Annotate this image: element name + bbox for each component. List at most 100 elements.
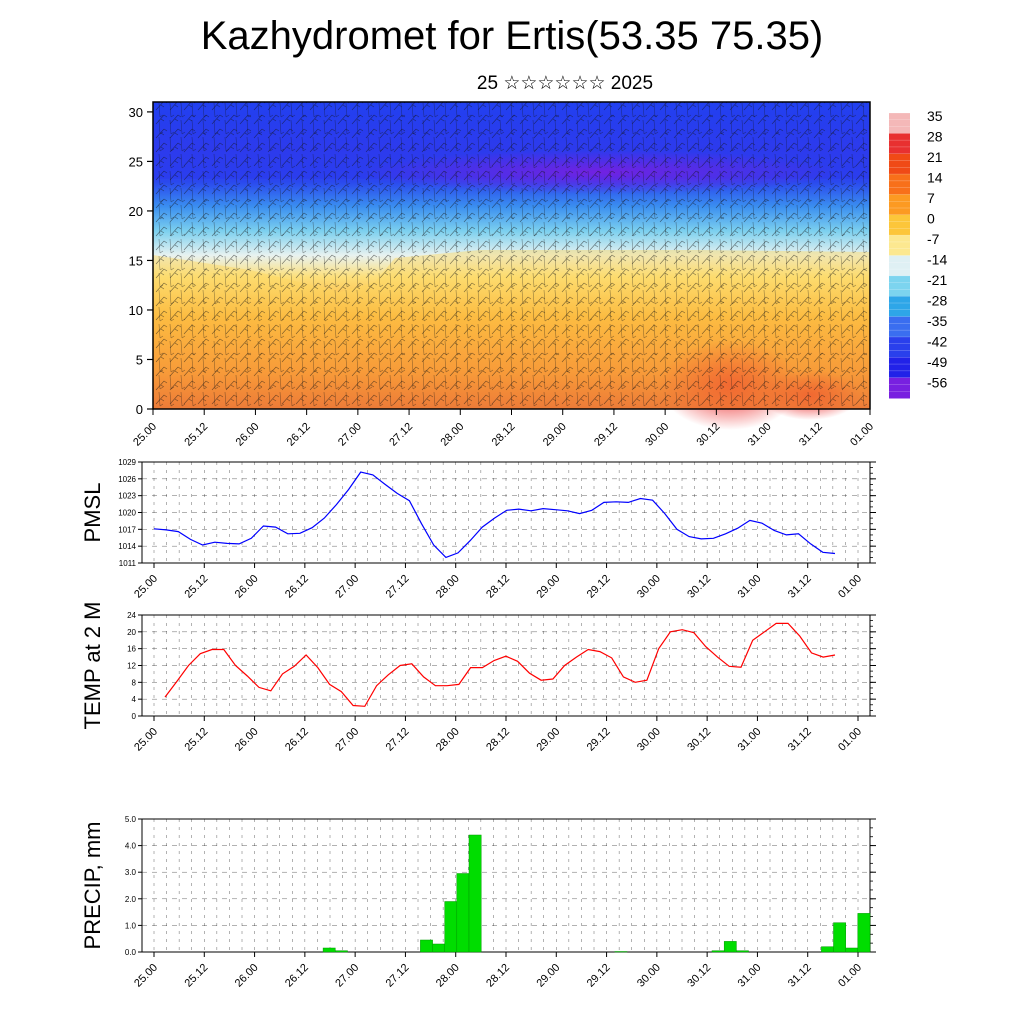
colorbar-segment bbox=[889, 296, 910, 318]
xtick-label: 28.00 bbox=[434, 726, 462, 754]
colorbar-label: -7 bbox=[927, 231, 940, 247]
xtick-label: 25.00 bbox=[132, 962, 160, 990]
xtick-label: 01.00 bbox=[836, 962, 864, 990]
heatmap-ytick-label: 5 bbox=[136, 352, 143, 367]
ytick-label: 1029 bbox=[118, 458, 136, 467]
colorbar-segment bbox=[889, 316, 910, 338]
precip-bar bbox=[468, 834, 482, 953]
precip-bar bbox=[833, 922, 846, 953]
ytick-label: 1020 bbox=[118, 509, 136, 518]
ytick-label: 1017 bbox=[118, 525, 136, 534]
heatmap-xtick-label: 28.12 bbox=[490, 421, 518, 449]
heatmap-xtick-label: 26.00 bbox=[234, 421, 262, 449]
heatmap-xtick-label: 27.00 bbox=[336, 421, 364, 449]
ytick-label: 5.0 bbox=[125, 815, 137, 824]
heatmap-ytick-label: 30 bbox=[129, 105, 143, 120]
chart-subtitle: 25 ☆☆☆☆☆☆ 2025 bbox=[476, 73, 654, 94]
xtick-label: 25.12 bbox=[182, 726, 210, 754]
colorbar-label: 7 bbox=[927, 190, 935, 206]
xtick-label: 31.00 bbox=[736, 962, 764, 990]
colorbar-segment bbox=[889, 357, 910, 379]
xtick-label: 31.12 bbox=[786, 962, 814, 990]
xtick-label: 29.00 bbox=[534, 726, 562, 754]
xtick-label: 28.00 bbox=[434, 962, 462, 990]
precip-bar bbox=[857, 913, 871, 953]
ytick-label: 1023 bbox=[118, 492, 136, 501]
xtick-label: 30.00 bbox=[635, 726, 663, 754]
precip-bar bbox=[444, 901, 458, 953]
precip-bar bbox=[420, 939, 433, 953]
xtick-label: 30.12 bbox=[685, 962, 713, 990]
xtick-label: 29.00 bbox=[534, 962, 562, 990]
colorbar-segment bbox=[889, 255, 910, 277]
colorbar-label: -14 bbox=[927, 252, 947, 268]
xtick-label: 27.00 bbox=[333, 726, 361, 754]
xtick-label: 25.12 bbox=[182, 573, 210, 601]
precip-bar bbox=[723, 941, 737, 953]
xtick-label: 27.00 bbox=[333, 962, 361, 990]
colorbar-label: -35 bbox=[927, 313, 947, 329]
colorbar-segment bbox=[889, 174, 910, 195]
xtick-label: 26.00 bbox=[233, 726, 261, 754]
xtick-label: 26.12 bbox=[283, 726, 311, 754]
colorbar-label: 21 bbox=[927, 149, 943, 165]
xtick-label: 25.00 bbox=[132, 573, 160, 601]
xtick-label: 31.12 bbox=[786, 726, 814, 754]
chart-title: Kazhydromet for Ertis(53.35 75.35) bbox=[200, 14, 824, 58]
xtick-label: 29.12 bbox=[585, 573, 613, 601]
temp-line bbox=[164, 622, 836, 707]
panel-ylabel: PRECIP, mm bbox=[80, 822, 105, 950]
pmsl-panel: 1011 1014 1017 1020 1023 1026 1029 25.00 25.12 26… bbox=[80, 458, 876, 601]
heatmap-ytick-label: 0 bbox=[136, 402, 143, 417]
precip-bar bbox=[614, 951, 628, 953]
colorbar-segment bbox=[889, 214, 910, 236]
heatmap-panel: 0 5 10 15 20 25 30 25.00 25.12 26.00 26.12 27.00 27.… bbox=[129, 101, 947, 449]
colorbar-segment bbox=[889, 113, 910, 134]
ytick-label: 1014 bbox=[118, 542, 136, 551]
heatmap-ytick-label: 25 bbox=[129, 154, 143, 169]
ytick-label: 4.0 bbox=[125, 842, 137, 851]
heatmap-xtick-label: 31.12 bbox=[797, 421, 825, 449]
heatmap-xtick-label: 25.12 bbox=[182, 421, 210, 449]
xtick-label: 01.00 bbox=[836, 573, 864, 601]
ytick-label: 20 bbox=[127, 628, 136, 637]
precip-bar bbox=[322, 947, 336, 953]
colorbar-segment bbox=[889, 153, 910, 175]
ytick-label: 0 bbox=[132, 712, 137, 721]
heatmap-xtick-label: 26.12 bbox=[285, 421, 313, 449]
precip-bar bbox=[456, 873, 470, 953]
xtick-label: 27.12 bbox=[384, 962, 412, 990]
heatmap-xtick-label: 27.12 bbox=[387, 421, 415, 449]
temp-panel: 0 4 8 12 16 20 24 25.00 25.12 26.00 26.12 27.00 27.1… bbox=[80, 602, 876, 754]
colorbar-label: -56 bbox=[927, 375, 947, 391]
ytick-label: 1.0 bbox=[125, 921, 137, 930]
xtick-label: 27.12 bbox=[384, 573, 412, 601]
xtick-label: 31.00 bbox=[736, 726, 764, 754]
colorbar-label: 14 bbox=[927, 170, 943, 186]
panel-ylabel: PMSL bbox=[80, 483, 105, 543]
heatmap-xtick-label: 29.00 bbox=[541, 421, 569, 449]
precip-bar bbox=[845, 947, 859, 953]
ytick-label: 16 bbox=[127, 645, 136, 654]
xtick-label: 31.12 bbox=[786, 573, 814, 601]
colorbar-label: 0 bbox=[927, 211, 935, 227]
panel-ylabel: TEMP at 2 M bbox=[80, 602, 105, 730]
colorbar-label: -28 bbox=[927, 293, 947, 309]
wind-barbs-layer-2 bbox=[153, 102, 870, 409]
ytick-label: 1011 bbox=[119, 559, 137, 568]
xtick-label: 25.12 bbox=[182, 962, 210, 990]
heatmap-xtick-label: 29.12 bbox=[592, 421, 620, 449]
heatmap-xtick-label: 01.00 bbox=[848, 421, 876, 449]
ytick-label: 0.0 bbox=[125, 948, 137, 957]
xtick-label: 26.12 bbox=[283, 962, 311, 990]
heatmap-xtick-label: 25.00 bbox=[131, 421, 159, 449]
ytick-label: 1026 bbox=[118, 475, 136, 484]
xtick-label: 30.00 bbox=[635, 962, 663, 990]
xtick-label: 01.00 bbox=[836, 726, 864, 754]
ytick-label: 24 bbox=[127, 611, 136, 620]
colorbar-label: -21 bbox=[927, 272, 947, 288]
precip-panel: 0.0 1.0 2.0 3.0 4.0 5.0 25.00 25.12 26.00 26.12 27… bbox=[80, 815, 876, 990]
xtick-label: 28.12 bbox=[484, 962, 512, 990]
colorbar-label: 28 bbox=[927, 129, 943, 145]
